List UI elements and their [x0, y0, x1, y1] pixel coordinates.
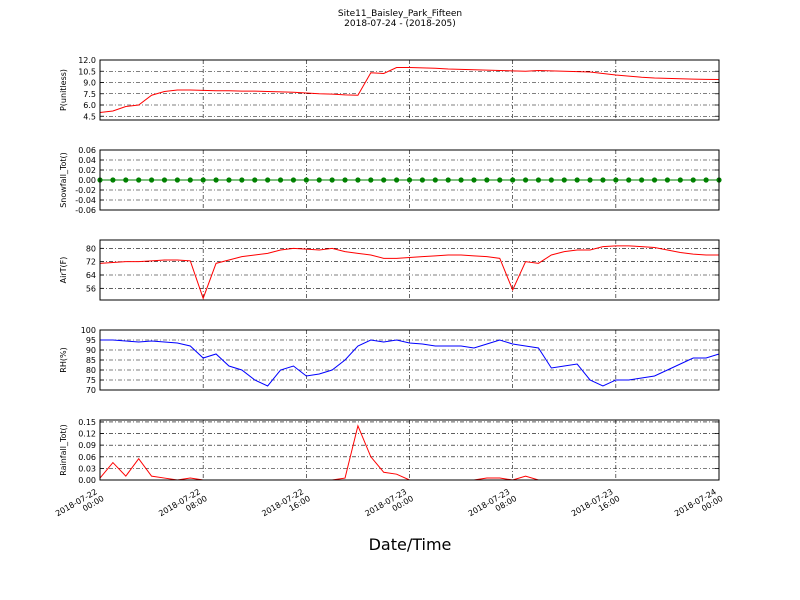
y-tick-label: 64 [86, 271, 96, 280]
y-tick-label: 0.02 [78, 166, 96, 175]
data-point [368, 177, 374, 183]
data-point [613, 177, 619, 183]
y-tick-label: 4.5 [83, 112, 96, 121]
panel-frame [99, 419, 720, 481]
y-tick-label: 100 [81, 326, 96, 335]
data-point [445, 177, 451, 183]
data-point [432, 177, 438, 183]
data-point [316, 177, 322, 183]
y-tick-label: 0.03 [78, 464, 96, 473]
y-tick-label: 0.09 [78, 441, 96, 450]
data-point [587, 177, 593, 183]
x-axis-label: Date/Time [369, 535, 452, 554]
panel-frame [99, 149, 720, 211]
data-point [252, 177, 258, 183]
data-point [471, 177, 477, 183]
y-tick-label: 56 [86, 284, 96, 293]
data-point [265, 177, 271, 183]
data-point [600, 177, 606, 183]
data-point [174, 177, 180, 183]
figure-title: Site11_Baisley_Park_Fifteen [338, 9, 462, 19]
panel-frame [99, 239, 720, 301]
data-point [651, 177, 658, 183]
y-axis-label: P(unitless) [59, 69, 68, 111]
data-point [522, 177, 529, 183]
data-point [123, 177, 129, 183]
data-point [497, 177, 503, 183]
data-line [99, 67, 720, 113]
data-point [394, 177, 400, 183]
data-point [303, 177, 309, 183]
data-point [639, 177, 645, 183]
data-point [161, 177, 168, 183]
y-tick-label: 70 [86, 386, 96, 395]
y-axis-label: Rainfall_Tot() [59, 424, 68, 476]
data-point [574, 177, 580, 183]
data-point [626, 177, 632, 183]
data-point [484, 177, 490, 183]
y-axis-label: RH(%) [59, 347, 68, 372]
y-tick-label: 0.15 [78, 418, 96, 427]
y-tick-label: 80 [86, 244, 96, 253]
data-point [213, 177, 219, 183]
data-point [277, 177, 284, 183]
data-point [703, 177, 709, 183]
y-tick-label: 9.0 [83, 79, 96, 88]
data-point [329, 177, 335, 183]
y-tick-label: 90 [86, 346, 96, 355]
y-tick-label: 0.00 [78, 176, 96, 185]
figure-subtitle: 2018-07-24 - (2018-205) [344, 19, 456, 29]
data-point [406, 177, 413, 183]
y-tick-label: 95 [86, 336, 96, 345]
data-point [148, 177, 155, 183]
y-tick-label: 0.06 [78, 453, 96, 462]
data-point [535, 177, 542, 183]
data-point [200, 177, 206, 183]
data-point [561, 177, 567, 183]
data-point [381, 177, 387, 183]
y-tick-label: -0.04 [75, 196, 96, 205]
data-point [548, 177, 554, 183]
y-tick-label: 6.0 [83, 101, 96, 110]
data-point [664, 177, 671, 183]
data-point [136, 177, 142, 183]
y-tick-label: -0.02 [75, 186, 96, 195]
data-point [290, 177, 297, 183]
y-tick-label: 85 [86, 356, 96, 365]
data-point [690, 177, 696, 183]
data-point [355, 177, 361, 183]
y-tick-label: 72 [86, 258, 96, 267]
data-point [458, 177, 464, 183]
panel-frame [99, 329, 720, 391]
data-line [100, 339, 720, 387]
data-point [187, 177, 193, 183]
y-tick-label: 0.12 [78, 430, 96, 439]
data-line [99, 245, 719, 300]
y-tick-label: 0.04 [78, 156, 96, 165]
y-tick-label: 0.06 [78, 146, 96, 155]
y-tick-label: 75 [86, 376, 96, 385]
panel-frame [99, 59, 720, 121]
data-point [510, 177, 516, 183]
data-point [677, 177, 683, 183]
y-axis-label: Snowfall_Tot() [59, 152, 68, 208]
data-point [239, 177, 245, 183]
data-point [419, 177, 425, 183]
y-tick-label: 0.00 [78, 476, 96, 485]
y-tick-label: 80 [86, 366, 96, 375]
data-point [226, 177, 232, 183]
y-tick-label: 7.5 [83, 90, 96, 99]
y-tick-label: 12.0 [78, 56, 96, 65]
y-axis-label: AirT(F) [59, 257, 68, 284]
data-point [342, 177, 348, 183]
data-point [110, 177, 116, 183]
y-tick-label: 10.5 [78, 67, 96, 76]
y-tick-label: -0.06 [75, 206, 96, 215]
